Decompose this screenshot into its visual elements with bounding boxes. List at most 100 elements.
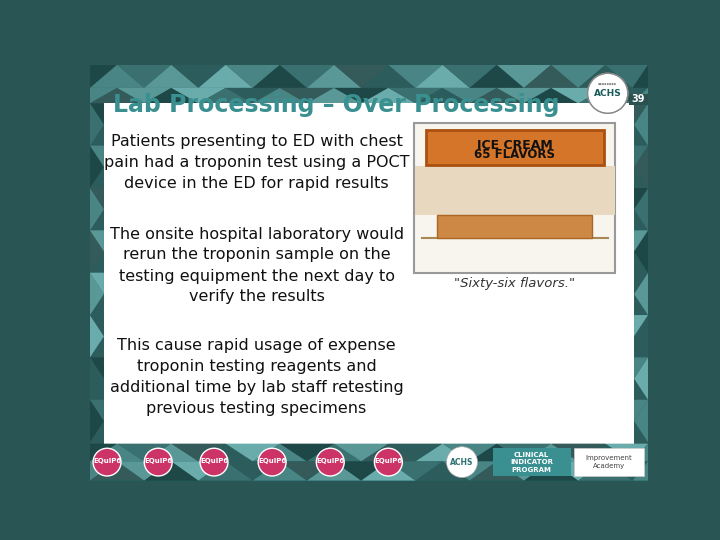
Polygon shape — [415, 444, 469, 461]
Bar — [415, 166, 615, 215]
Polygon shape — [90, 357, 104, 379]
Polygon shape — [144, 88, 199, 103]
Polygon shape — [415, 88, 469, 103]
Text: EQuIP6: EQuIP6 — [200, 457, 228, 463]
Polygon shape — [334, 65, 388, 88]
Polygon shape — [634, 146, 648, 188]
Polygon shape — [634, 188, 648, 209]
Bar — [575, 448, 644, 476]
Polygon shape — [497, 461, 551, 481]
Polygon shape — [497, 444, 551, 461]
Text: ICE CREAM: ICE CREAM — [477, 139, 552, 152]
Polygon shape — [361, 65, 415, 88]
Polygon shape — [443, 444, 497, 461]
Polygon shape — [606, 461, 648, 481]
Polygon shape — [90, 146, 104, 188]
Polygon shape — [90, 444, 144, 461]
Text: Improvement
Academy: Improvement Academy — [586, 455, 633, 469]
Polygon shape — [90, 400, 104, 421]
Text: "Sixty-six flavors.": "Sixty-six flavors." — [454, 276, 575, 289]
Text: EQuIP6: EQuIP6 — [144, 457, 172, 463]
Polygon shape — [117, 65, 171, 88]
Polygon shape — [225, 65, 280, 88]
Polygon shape — [199, 88, 253, 103]
Polygon shape — [388, 65, 443, 88]
Polygon shape — [90, 188, 104, 209]
Polygon shape — [307, 444, 361, 461]
Polygon shape — [361, 444, 415, 461]
Polygon shape — [334, 88, 388, 103]
Polygon shape — [90, 231, 104, 273]
Polygon shape — [90, 188, 104, 231]
Polygon shape — [90, 231, 104, 252]
Polygon shape — [634, 188, 648, 231]
Polygon shape — [307, 65, 361, 88]
Polygon shape — [634, 357, 648, 400]
Circle shape — [258, 448, 286, 476]
Polygon shape — [90, 103, 104, 146]
Polygon shape — [551, 461, 606, 481]
Bar — [414, 123, 616, 273]
Polygon shape — [634, 400, 648, 442]
Polygon shape — [199, 461, 253, 481]
Polygon shape — [578, 461, 632, 481]
Polygon shape — [578, 65, 632, 88]
Polygon shape — [144, 444, 199, 461]
Polygon shape — [634, 315, 648, 357]
Polygon shape — [632, 461, 648, 481]
Polygon shape — [634, 103, 648, 125]
Text: ACHS: ACHS — [450, 457, 474, 467]
Bar — [90, 65, 648, 103]
Text: The onsite hospital laboratory would
rerun the troponin sample on the
testing eq: The onsite hospital laboratory would rer… — [109, 226, 404, 305]
Polygon shape — [388, 88, 443, 103]
Polygon shape — [334, 444, 388, 461]
Polygon shape — [469, 65, 524, 88]
Polygon shape — [469, 461, 524, 481]
Polygon shape — [443, 65, 497, 88]
Text: ACHS: ACHS — [594, 89, 621, 98]
Polygon shape — [469, 88, 524, 103]
Polygon shape — [90, 65, 117, 88]
Polygon shape — [90, 444, 117, 461]
Polygon shape — [90, 65, 144, 88]
Polygon shape — [253, 461, 307, 481]
Text: EQuIP6: EQuIP6 — [258, 457, 286, 463]
Polygon shape — [388, 461, 443, 481]
Polygon shape — [253, 444, 307, 461]
Polygon shape — [90, 88, 117, 103]
Polygon shape — [361, 461, 415, 481]
Polygon shape — [90, 461, 117, 481]
Polygon shape — [632, 444, 648, 461]
Polygon shape — [253, 65, 307, 88]
Polygon shape — [443, 88, 497, 103]
Circle shape — [144, 448, 172, 476]
Polygon shape — [415, 65, 469, 88]
Text: Lab Processing – Over Processing: Lab Processing – Over Processing — [113, 93, 559, 117]
Polygon shape — [443, 461, 497, 481]
Polygon shape — [606, 65, 648, 88]
Polygon shape — [117, 88, 171, 103]
Polygon shape — [90, 315, 104, 336]
Polygon shape — [90, 103, 104, 125]
Polygon shape — [90, 357, 104, 400]
Polygon shape — [225, 461, 280, 481]
Polygon shape — [225, 88, 280, 103]
Circle shape — [446, 447, 477, 477]
Polygon shape — [524, 444, 578, 461]
Text: EQuIP6: EQuIP6 — [93, 457, 121, 463]
Polygon shape — [117, 461, 171, 481]
Polygon shape — [90, 461, 144, 481]
Text: 65 FLAVORS: 65 FLAVORS — [474, 148, 555, 161]
Bar — [104, 103, 634, 444]
Polygon shape — [171, 461, 225, 481]
Polygon shape — [199, 444, 253, 461]
Polygon shape — [634, 315, 648, 336]
Polygon shape — [606, 88, 648, 103]
Polygon shape — [334, 461, 388, 481]
Polygon shape — [90, 273, 104, 315]
Polygon shape — [280, 461, 334, 481]
Polygon shape — [117, 444, 171, 461]
Polygon shape — [171, 444, 225, 461]
Polygon shape — [144, 65, 199, 88]
Polygon shape — [90, 273, 104, 294]
